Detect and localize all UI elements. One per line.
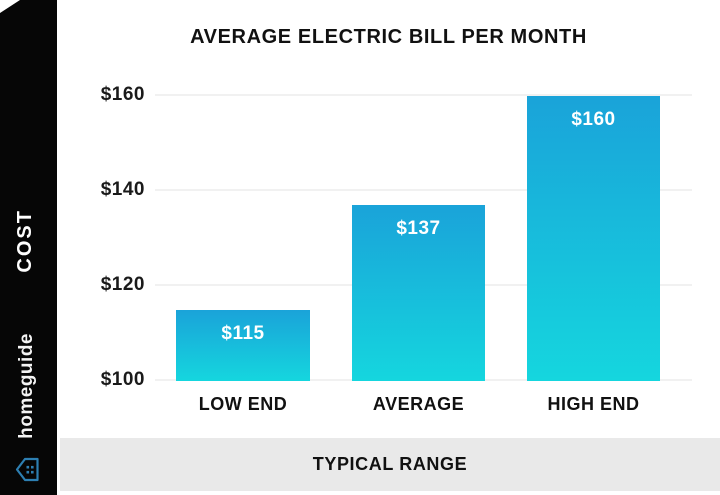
bar-value-label-average: $137 — [396, 218, 441, 239]
y-tick-160: $160 — [100, 84, 145, 105]
x-axis-label-high-end: HIGH END — [547, 394, 640, 414]
x-axis-label-average: AVERAGE — [372, 394, 465, 414]
bar-average: $137 — [352, 205, 485, 381]
y-tick-100: $100 — [100, 369, 145, 390]
bar-low-end: $115 — [176, 310, 310, 381]
bar-high-end: $160 — [527, 96, 660, 381]
house-icon — [15, 457, 39, 482]
y-tick-140: $140 — [100, 179, 145, 200]
sidebar: COST homeguide — [0, 0, 57, 495]
x-axis-label-low-end: LOW END — [198, 394, 288, 414]
bar-value-label-low-end: $115 — [221, 323, 265, 344]
gridline-160 — [155, 94, 692, 96]
gridline-140 — [155, 189, 692, 191]
chart-title: AVERAGE ELECTRIC BILL PER MONTH — [190, 26, 587, 48]
footer-strip: TYPICAL RANGE — [60, 438, 720, 491]
brand-name: homeguide — [16, 333, 37, 439]
footer-label: TYPICAL RANGE — [312, 454, 468, 474]
y-tick-120: $120 — [100, 274, 145, 295]
bar-value-label-high-end: $160 — [571, 109, 616, 130]
cost-axis-label: COST — [14, 209, 36, 273]
corner-fold-decoration — [0, 0, 20, 13]
